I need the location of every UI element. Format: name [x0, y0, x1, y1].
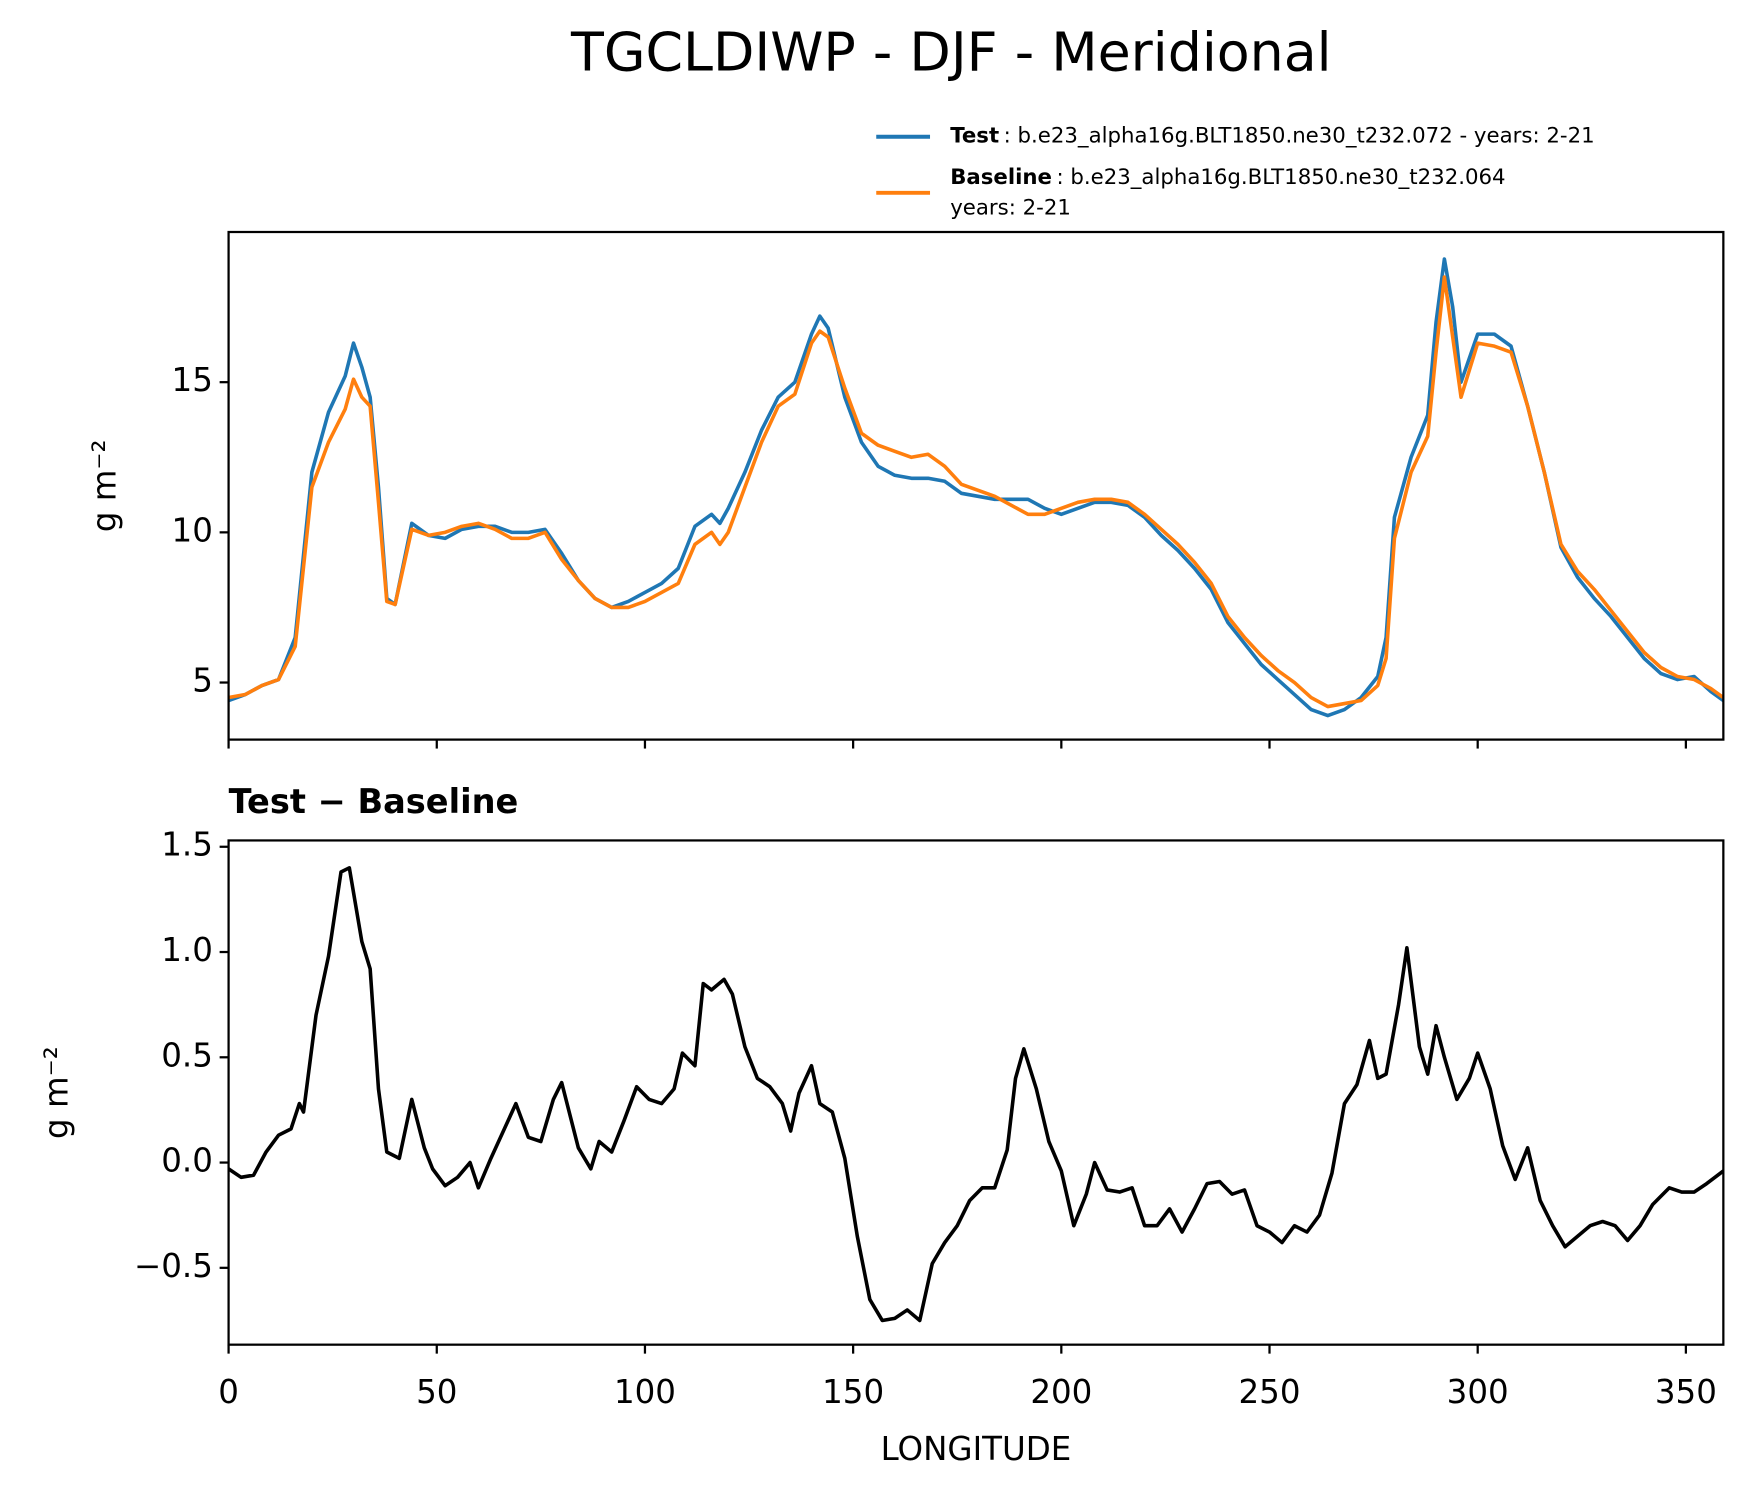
y-tick-label: 0.0 — [161, 1142, 213, 1180]
legend-label: years: 2-21 — [950, 195, 1071, 220]
chart-subtitle: Test − Baseline — [229, 782, 519, 821]
chart-title: TGCLDIWP - DJF - Meridional — [570, 21, 1332, 84]
legend-label: Baseline: b.e23_alpha16g.BLT1850.ne30_t2… — [950, 165, 1505, 190]
plot-area — [228, 866, 1724, 1323]
series-line — [228, 866, 1724, 1323]
legend-desc: : b.e23_alpha16g.BLT1850.ne30_t232.072 -… — [1004, 124, 1595, 149]
y-tick-label: 15 — [172, 361, 213, 399]
y-tick-label: 5 — [192, 662, 213, 700]
x-axis-label: LONGITUDE — [881, 1430, 1072, 1468]
legend-label: Test: b.e23_alpha16g.BLT1850.ne30_t232.0… — [950, 124, 1594, 149]
plot-area — [228, 257, 1724, 718]
x-tick-label: 50 — [416, 1373, 457, 1411]
x-tick-label: 300 — [1447, 1373, 1509, 1411]
x-tick-label: 350 — [1655, 1373, 1717, 1411]
y-tick-label: 10 — [172, 511, 213, 549]
y-tick-label: 0.5 — [161, 1036, 213, 1074]
y-axis-label: g m⁻² — [37, 1046, 75, 1139]
series-line — [228, 275, 1724, 709]
x-tick-label: 200 — [1030, 1373, 1092, 1411]
legend-desc: : b.e23_alpha16g.BLT1850.ne30_t232.064 — [1056, 165, 1505, 190]
x-tick-label: 250 — [1238, 1373, 1300, 1411]
y-axis-label: g m⁻² — [85, 439, 123, 532]
x-tick-label: 150 — [822, 1373, 884, 1411]
y-tick-label: 1.5 — [161, 826, 213, 864]
y-tick-label: −0.5 — [134, 1247, 213, 1285]
series-line — [228, 257, 1724, 718]
x-tick-label: 0 — [218, 1373, 239, 1411]
x-tick-label: 100 — [614, 1373, 676, 1411]
legend-name: Baseline — [950, 165, 1052, 190]
legend-name: Test — [950, 124, 999, 149]
y-tick-label: 1.0 — [161, 931, 213, 969]
axes-frame — [227, 839, 1725, 1346]
axes-frame — [227, 230, 1725, 741]
